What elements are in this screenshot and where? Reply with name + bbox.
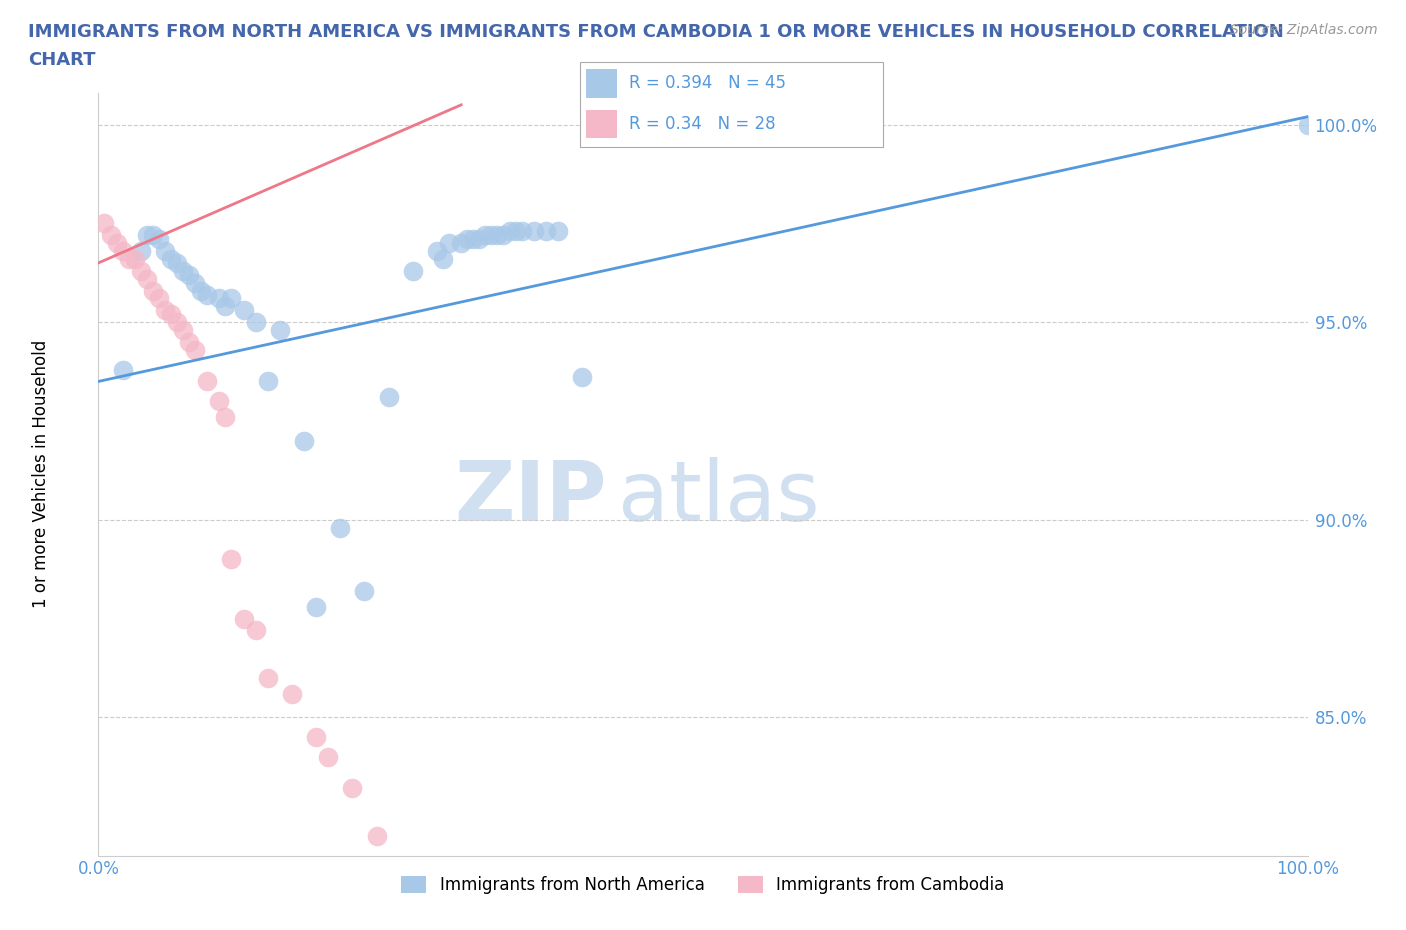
Point — [492, 228, 515, 243]
Point — [432, 251, 454, 266]
Point — [292, 433, 315, 448]
Point — [135, 228, 157, 243]
Point — [1296, 117, 1319, 132]
Point — [195, 287, 218, 302]
Point — [153, 244, 176, 259]
Point — [316, 750, 339, 764]
FancyBboxPatch shape — [586, 70, 617, 98]
Point — [342, 781, 364, 796]
Point — [142, 228, 165, 243]
Text: CHART: CHART — [28, 51, 96, 69]
Point — [153, 303, 176, 318]
Point — [111, 362, 134, 377]
Point — [214, 409, 236, 424]
Point — [214, 299, 236, 313]
Point — [377, 390, 399, 405]
Point — [463, 232, 485, 246]
FancyBboxPatch shape — [579, 62, 883, 147]
Point — [256, 671, 278, 685]
Legend: Immigrants from North America, Immigrants from Cambodia: Immigrants from North America, Immigrant… — [395, 870, 1011, 900]
Point — [166, 256, 188, 271]
Point — [571, 370, 593, 385]
Point — [221, 291, 243, 306]
Point — [305, 730, 328, 745]
Text: ZIP: ZIP — [454, 457, 606, 538]
Text: IMMIGRANTS FROM NORTH AMERICA VS IMMIGRANTS FROM CAMBODIA 1 OR MORE VEHICLES IN : IMMIGRANTS FROM NORTH AMERICA VS IMMIGRA… — [28, 23, 1284, 41]
Point — [179, 267, 201, 282]
Point — [184, 275, 207, 290]
Point — [179, 335, 201, 350]
Point — [93, 216, 115, 231]
Point — [498, 224, 520, 239]
Point — [172, 323, 194, 338]
Point — [100, 228, 122, 243]
Point — [468, 232, 491, 246]
Point — [208, 291, 231, 306]
Point — [190, 283, 212, 298]
Point — [510, 224, 533, 239]
Point — [129, 244, 152, 259]
Point — [402, 263, 425, 278]
Point — [111, 244, 134, 259]
Point — [426, 244, 449, 259]
Point — [148, 232, 170, 246]
Point — [166, 314, 188, 329]
Point — [481, 228, 503, 243]
Point — [142, 283, 165, 298]
Point — [148, 291, 170, 306]
Point — [366, 829, 388, 844]
Point — [486, 228, 509, 243]
Point — [437, 235, 460, 250]
Point — [353, 583, 375, 598]
FancyBboxPatch shape — [586, 110, 617, 139]
Point — [474, 228, 496, 243]
Point — [256, 374, 278, 389]
Point — [160, 307, 183, 322]
Point — [135, 272, 157, 286]
Point — [505, 224, 527, 239]
Text: Source: ZipAtlas.com: Source: ZipAtlas.com — [1230, 23, 1378, 37]
Point — [221, 551, 243, 566]
Point — [245, 623, 267, 638]
Point — [450, 235, 472, 250]
Point — [269, 323, 291, 338]
Point — [245, 314, 267, 329]
Point — [534, 224, 557, 239]
Point — [305, 599, 328, 614]
Point — [184, 342, 207, 357]
Y-axis label: 1 or more Vehicles in Household: 1 or more Vehicles in Household — [32, 340, 49, 608]
Point — [129, 263, 152, 278]
Point — [118, 251, 141, 266]
Text: R = 0.34   N = 28: R = 0.34 N = 28 — [628, 115, 776, 133]
Point — [547, 224, 569, 239]
Point — [281, 686, 304, 701]
Point — [105, 235, 128, 250]
Point — [160, 251, 183, 266]
Point — [523, 224, 546, 239]
Point — [456, 232, 478, 246]
Point — [329, 520, 352, 535]
Point — [195, 374, 218, 389]
Point — [124, 251, 146, 266]
Point — [232, 303, 254, 318]
Text: R = 0.394   N = 45: R = 0.394 N = 45 — [628, 74, 786, 92]
Point — [172, 263, 194, 278]
Point — [208, 393, 231, 408]
Text: atlas: atlas — [619, 457, 820, 538]
Point — [232, 611, 254, 626]
